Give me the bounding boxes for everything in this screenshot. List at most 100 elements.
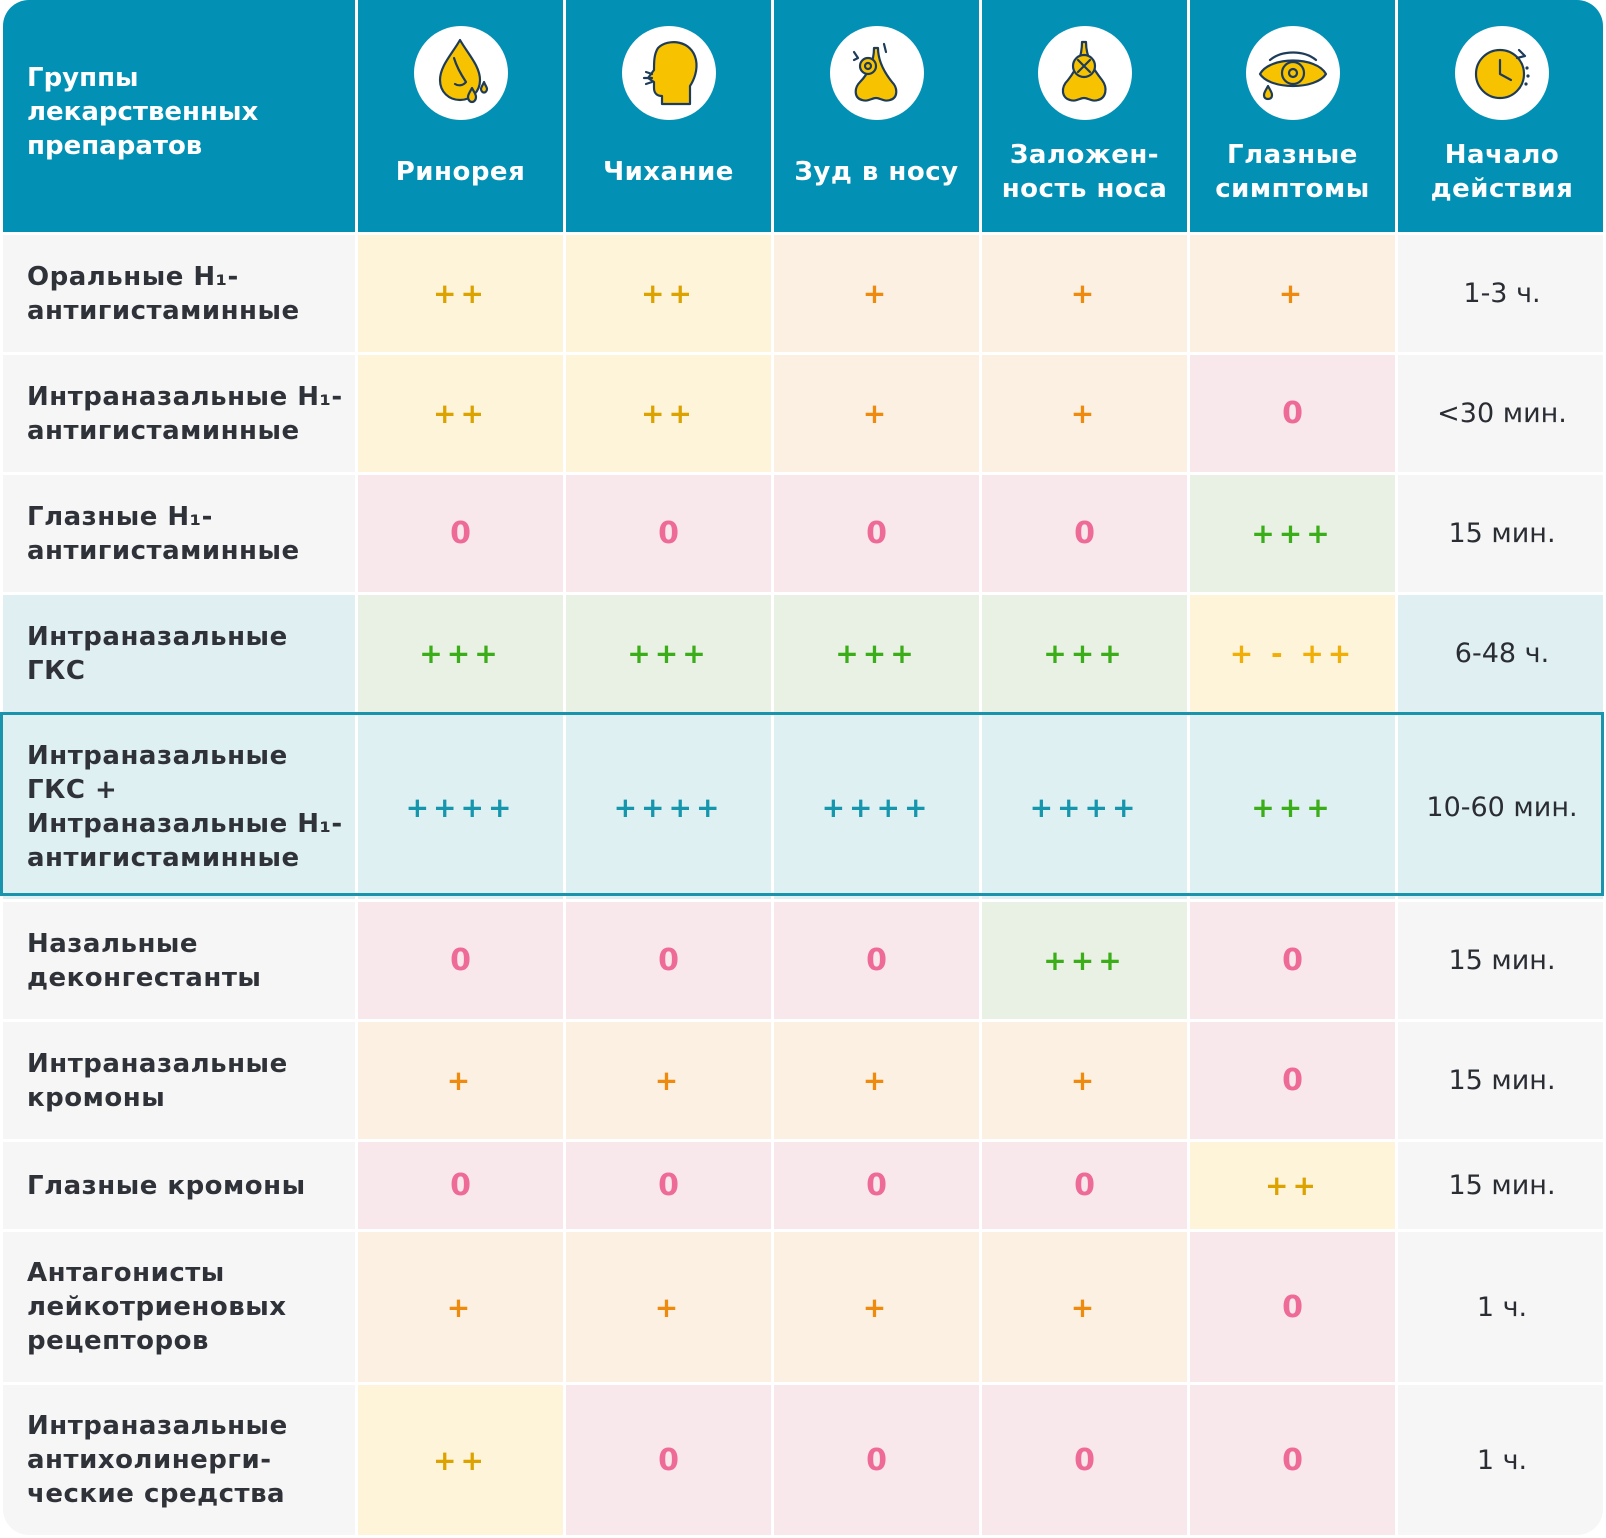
rating-value: +++ bbox=[627, 637, 710, 670]
rating-cell: 0 bbox=[1190, 1022, 1395, 1139]
rating-cell: 0 bbox=[358, 1142, 563, 1229]
onset-cell: 1 ч. bbox=[1398, 1232, 1603, 1382]
row-label: Интраназальные антихолинерги- ческие сре… bbox=[3, 1385, 355, 1535]
rating-cell: +++ bbox=[982, 595, 1187, 712]
onset-cell: 10-60 мин. bbox=[1398, 715, 1603, 899]
rating-cell: ++ bbox=[566, 235, 771, 352]
rating-value: 0 bbox=[658, 943, 679, 978]
eye-icon bbox=[1245, 26, 1340, 120]
onset-cell: 15 мин. bbox=[1398, 1142, 1603, 1229]
rating-value: + bbox=[862, 1064, 891, 1097]
header-sneezing: Чихание bbox=[566, 0, 771, 232]
clock-icon bbox=[1455, 26, 1549, 120]
rating-cell: ++++ bbox=[982, 715, 1187, 899]
row-label: Интраназальные ГКС + Интраназальные H₁- … bbox=[3, 715, 355, 899]
rating-value: 0 bbox=[866, 1442, 887, 1478]
rating-cell: 0 bbox=[774, 902, 979, 1019]
rating-cell: ++ bbox=[358, 1385, 563, 1535]
rating-cell: ++ bbox=[358, 355, 563, 472]
rating-cell: + - ++ bbox=[1190, 595, 1395, 712]
rating-cell: 0 bbox=[774, 1385, 979, 1535]
rating-value: ++++ bbox=[405, 790, 516, 824]
header-groups: Группы лекарственных препаратов bbox=[3, 0, 355, 232]
onset-cell: 1-3 ч. bbox=[1398, 235, 1603, 352]
onset-cell: 6-48 ч. bbox=[1398, 595, 1603, 712]
row-label: Интраназальные кромоны bbox=[3, 1022, 355, 1139]
rating-cell: 0 bbox=[982, 1142, 1187, 1229]
rating-cell: +++ bbox=[982, 902, 1187, 1019]
rating-value: ++ bbox=[1265, 1169, 1320, 1202]
rating-value: + bbox=[1070, 1064, 1099, 1097]
rating-value: 0 bbox=[658, 1168, 679, 1203]
rating-value: + bbox=[862, 397, 891, 430]
rating-cell: 0 bbox=[982, 475, 1187, 592]
rating-value: 0 bbox=[450, 1168, 471, 1203]
rating-value: + - ++ bbox=[1229, 637, 1356, 670]
rating-value: ++++ bbox=[821, 790, 932, 824]
rating-value: + bbox=[654, 1064, 683, 1097]
onset-cell: 15 мин. bbox=[1398, 902, 1603, 1019]
onset-cell: 15 мин. bbox=[1398, 1022, 1603, 1139]
rating-value: 0 bbox=[1282, 943, 1303, 978]
onset-cell: 15 мин. bbox=[1398, 475, 1603, 592]
blocked-nose-icon bbox=[1037, 26, 1132, 120]
rating-cell: 0 bbox=[566, 475, 771, 592]
rating-cell: + bbox=[358, 1022, 563, 1139]
rating-value: 0 bbox=[658, 1442, 679, 1478]
rating-value: ++ bbox=[433, 397, 488, 430]
rating-value: +++ bbox=[1251, 790, 1334, 824]
rating-value: +++ bbox=[1251, 517, 1334, 550]
rating-cell: ++++ bbox=[566, 715, 771, 899]
row-label: Назальные деконгестанты bbox=[3, 902, 355, 1019]
rating-value: 0 bbox=[1282, 396, 1303, 431]
row-label-text: Антагонисты лейкотриеновых рецепторов bbox=[27, 1258, 287, 1356]
rating-value: 0 bbox=[1282, 1442, 1303, 1478]
rating-value: 0 bbox=[866, 943, 887, 978]
rating-value: + bbox=[1278, 277, 1307, 310]
rating-value: 0 bbox=[866, 516, 887, 551]
rating-cell: + bbox=[982, 1232, 1187, 1382]
rating-cell: +++ bbox=[566, 595, 771, 712]
row-label: Интраназальные ГКС bbox=[3, 595, 355, 712]
runny-nose-icon bbox=[413, 26, 508, 120]
header-nasal-itch: Зуд в носу bbox=[774, 0, 979, 232]
row-label: Антагонисты лейкотриеновых рецепторов bbox=[3, 1232, 355, 1382]
itchy-nose-icon bbox=[829, 26, 924, 120]
row-label-text: Назальные деконгестанты bbox=[27, 928, 262, 993]
row-label-text: Интраназальные ГКС bbox=[27, 621, 288, 686]
header-onset: Начало действия bbox=[1398, 0, 1603, 232]
rating-value: 0 bbox=[450, 943, 471, 978]
rating-value: ++++ bbox=[613, 790, 724, 824]
header-eye-symptoms: Глазные симптомы bbox=[1190, 0, 1395, 232]
rating-cell: ++++ bbox=[774, 715, 979, 899]
rating-cell: 0 bbox=[566, 1142, 771, 1229]
rating-value: + bbox=[446, 1290, 475, 1324]
rating-value: 0 bbox=[866, 1168, 887, 1203]
rating-cell: 0 bbox=[774, 475, 979, 592]
rating-value: +++ bbox=[1043, 637, 1126, 670]
header-eye-symptoms-label: Глазные симптомы bbox=[1215, 140, 1370, 204]
rating-cell: +++ bbox=[774, 595, 979, 712]
rating-cell: 0 bbox=[1190, 355, 1395, 472]
rating-value: 0 bbox=[1074, 1168, 1095, 1203]
row-label: Интраназальные H₁- антигистаминные bbox=[3, 355, 355, 472]
header-groups-label: Группы лекарственных препаратов bbox=[27, 63, 259, 161]
rating-cell: 0 bbox=[358, 902, 563, 1019]
rating-cell: ++++ bbox=[358, 715, 563, 899]
rating-value: 0 bbox=[1074, 1442, 1095, 1478]
rating-cell: + bbox=[774, 355, 979, 472]
row-label: Глазные H₁- антигистаминные bbox=[3, 475, 355, 592]
rating-cell: 0 bbox=[1190, 1232, 1395, 1382]
rating-value: ++ bbox=[641, 277, 696, 310]
rating-value: + bbox=[862, 277, 891, 310]
onset-cell: <30 мин. bbox=[1398, 355, 1603, 472]
header-nasal-itch-label: Зуд в носу bbox=[794, 157, 959, 187]
rating-cell: ++ bbox=[1190, 1142, 1395, 1229]
rating-value: 0 bbox=[658, 516, 679, 551]
rating-value: + bbox=[862, 1290, 891, 1324]
rating-value: ++ bbox=[433, 277, 488, 310]
rating-cell: + bbox=[982, 1022, 1187, 1139]
rating-value: +++ bbox=[835, 637, 918, 670]
header-congestion: Заложен- ность носа bbox=[982, 0, 1187, 232]
rating-cell: + bbox=[982, 235, 1187, 352]
